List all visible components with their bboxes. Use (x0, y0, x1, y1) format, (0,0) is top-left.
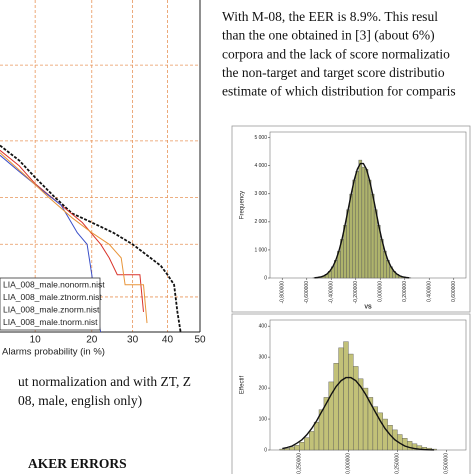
x-tick-label: 40 (162, 335, 174, 346)
histogram-bar (402, 438, 408, 451)
histogram-bar (370, 193, 375, 279)
y-tick-label: 400 (259, 324, 268, 330)
histogram-bar (294, 445, 300, 451)
x-tick-label: 0,000000 (346, 453, 352, 474)
fit-curve (314, 162, 410, 279)
y-tick-label: 2 000 (254, 219, 267, 225)
histogram-bar (373, 209, 378, 279)
legend-entry: LIA_008_male.tnorm.nist (3, 317, 98, 327)
paragraph-line: the non-target and target score distribu… (222, 65, 445, 80)
y-tick-label: 4 000 (254, 163, 267, 169)
det-curve (0, 144, 182, 333)
caption-line: 08, male, english only) (18, 393, 142, 408)
x-tick-label: 10 (30, 335, 42, 346)
histogram-bar (358, 159, 363, 279)
y-tick-label: 0 (264, 275, 267, 281)
y-axis-label: Effectif (240, 376, 246, 395)
paragraph-line: With M-08, the EER is 8.9%. This resul (222, 9, 438, 24)
det-curve (0, 152, 148, 324)
histogram-bar (349, 193, 353, 279)
paragraph-line: than the one obtained in [3] (about 6%) (222, 28, 435, 43)
histogram-bar (382, 418, 388, 451)
histogram-bar (289, 446, 295, 451)
histogram-bar (387, 425, 393, 451)
legend-entry: LIA_008_male.znorm.nist (3, 304, 100, 314)
histogram-bar (352, 179, 356, 279)
y-tick-label: 5 000 (254, 135, 267, 141)
y-tick-label: 200 (259, 385, 268, 391)
paragraph-line: corpora and the lack of score normalizat… (222, 46, 450, 61)
legend-entry: LIA_008_male.nonorm.nist (3, 279, 105, 289)
x-tick-label: 30 (127, 335, 139, 346)
legend-box (0, 277, 101, 331)
x-tick-label: 50 (194, 335, 206, 346)
histogram-bar (343, 341, 349, 451)
x-tick-label: 0,600000 (451, 281, 457, 302)
x-tick-label: -0,250000 (297, 453, 303, 474)
histogram-bar (361, 166, 366, 279)
section-heading: AKER ERRORS (28, 456, 127, 471)
histogram-bar (299, 442, 305, 451)
x-tick-label: 0,400000 (427, 281, 433, 302)
x-tick-label: -0,600000 (304, 281, 310, 304)
histogram-bar (407, 441, 413, 451)
fit-curve (282, 376, 435, 451)
histogram-bar (338, 347, 344, 451)
histogram-bar (348, 353, 354, 451)
histogram-bar (284, 448, 290, 451)
x-tick-label: 0,250000 (395, 453, 401, 474)
histogram-bar (346, 209, 350, 279)
x-axis-label: Alarms probability (in %) (2, 347, 105, 358)
x-tick-label: 0,000000 (378, 281, 384, 302)
x-tick-label: 20 (86, 335, 98, 346)
histogram-bar (364, 169, 369, 279)
paragraph-line: estimate of which distribution for compa… (222, 83, 456, 98)
histogram-bar (309, 431, 315, 451)
x-tick-label: -0,200000 (353, 281, 359, 304)
histogram-bar (313, 421, 320, 451)
histogram-bar (304, 437, 310, 451)
y-tick-label: 0 (264, 447, 267, 453)
histogram-bar (367, 179, 372, 279)
y-tick-label: 300 (259, 354, 268, 360)
histogram-bar (333, 363, 339, 451)
x-tick-label: 0,500000 (444, 453, 450, 474)
x-axis-label: VS (364, 304, 372, 310)
y-tick-label: 1 000 (254, 247, 267, 253)
y-axis-label: Frequency (240, 191, 246, 219)
x-tick-label: -0,800000 (280, 281, 286, 304)
histogram-bar (279, 448, 285, 451)
y-tick-label: 100 (259, 416, 268, 422)
legend-entry: LIA_008_male.ztnorm.nist (3, 292, 102, 302)
y-tick-label: 3 000 (254, 191, 267, 197)
caption-line: ut normalization and with ZT, Z (18, 374, 191, 389)
det-curve (0, 149, 144, 312)
histogram-bar (355, 171, 360, 279)
x-tick-label: 0,200000 (402, 281, 408, 302)
x-tick-label: -0,400000 (329, 281, 335, 304)
